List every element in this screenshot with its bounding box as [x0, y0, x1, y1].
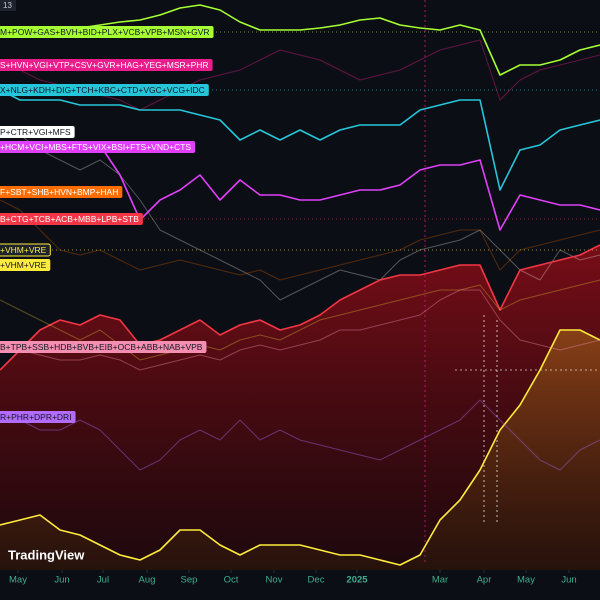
series-tag: P+CTR+VGI+MFS: [0, 126, 75, 138]
series-tag: +HCM+VCI+MBS+FTS+VIX+BSI+FTS+VND+CTS: [0, 141, 196, 153]
series-tag-label: M+POW+GAS+BVH+BID+PLX+VCB+VPB+MSN+GVR: [0, 27, 210, 37]
series-tag-box: [0, 141, 196, 153]
x-tick-label: Jul: [97, 575, 109, 586]
x-tick-label: Oct: [224, 575, 239, 586]
series-line: [0, 131, 600, 301]
series-tag-label: B+TPB+SSB+HDB+BVB+EIB+OCB+ABB+NAB+VPB: [0, 342, 203, 352]
series-tag-box: [0, 341, 207, 353]
series-line: [0, 4, 600, 76]
series-tag-box: [0, 84, 209, 96]
area-fill: [0, 245, 600, 570]
x-tick-label: Jun: [54, 575, 69, 586]
x-tick-label: Aug: [139, 575, 156, 586]
series-line: [0, 399, 600, 471]
series-tag-box: [0, 259, 51, 271]
x-tick-label: Mar: [432, 575, 448, 586]
series-tag-box: [0, 213, 143, 225]
series-tag-label: R+PHR+DPR+DRI: [0, 412, 72, 422]
series-tag-box: [0, 243, 51, 257]
series-tag-box: [0, 126, 75, 138]
x-tick-label: May: [517, 575, 535, 586]
series-line: [0, 89, 600, 191]
header-box: [0, 0, 16, 11]
brand: TradingView: [8, 547, 85, 562]
series-tag: B+TPB+SSB+HDB+BVB+EIB+OCB+ABB+NAB+VPB: [0, 341, 207, 353]
header-label: 13: [3, 1, 12, 10]
series-line: [0, 329, 600, 566]
x-tick-label: Sep: [181, 575, 198, 586]
x-tick-label: Nov: [266, 575, 283, 586]
series-tag: R+PHR+DPR+DRI: [0, 411, 76, 423]
series-tag: M+POW+GAS+BVH+BID+PLX+VCB+VPB+MSN+GVR: [0, 26, 214, 38]
series-line: [0, 244, 600, 371]
series-line: [0, 199, 600, 281]
x-tick-label: 2025: [346, 575, 368, 586]
x-tick-label: May: [9, 575, 27, 586]
series-tag: +VHM+VRE: [0, 259, 51, 271]
series-tag-box: [0, 26, 214, 38]
x-tick-label: Apr: [477, 575, 492, 586]
x-tick-label: Jun: [561, 575, 576, 586]
series-tag: B+CTG+TCB+ACB+MBB+LPB+STB: [0, 213, 143, 225]
series-line: [0, 289, 600, 371]
series-tag: +VHM+VRE: [0, 243, 51, 257]
series-tag-label: B+CTG+TCB+ACB+MBB+LPB+STB: [0, 214, 139, 224]
series-tag-label: S+HVN+VGI+VTP+CSV+GVR+HAG+YEG+MSR+PHR: [0, 60, 209, 70]
series-tag-label: X+NLG+KDH+DIG+TCH+KBC+CTD+VGC+VCG+IDC: [0, 85, 205, 95]
series-tag-label: P+CTR+VGI+MFS: [0, 127, 71, 137]
time-axis: [0, 570, 600, 600]
series-tag-label: F+SBT+SHB+HVN+BMP+HAH: [0, 187, 118, 197]
series-tag: X+NLG+KDH+DIG+TCH+KBC+CTD+VGC+VCG+IDC: [0, 84, 209, 96]
series-line: [0, 279, 600, 361]
series-tag-box: [0, 59, 213, 71]
series-tag-box: [0, 186, 123, 198]
series-tag-box: [0, 411, 76, 423]
series-tag-label: +HCM+VCI+MBS+FTS+VIX+BSI+FTS+VND+CTS: [0, 142, 191, 152]
series-tag-label: +VHM+VRE: [0, 260, 47, 270]
series-tag-label: +VHM+VRE: [0, 245, 47, 255]
series-tag: F+SBT+SHB+HVN+BMP+HAH: [0, 186, 123, 198]
x-tick-label: Dec: [308, 575, 325, 586]
series-tag: S+HVN+VGI+VTP+CSV+GVR+HAG+YEG+MSR+PHR: [0, 59, 213, 71]
